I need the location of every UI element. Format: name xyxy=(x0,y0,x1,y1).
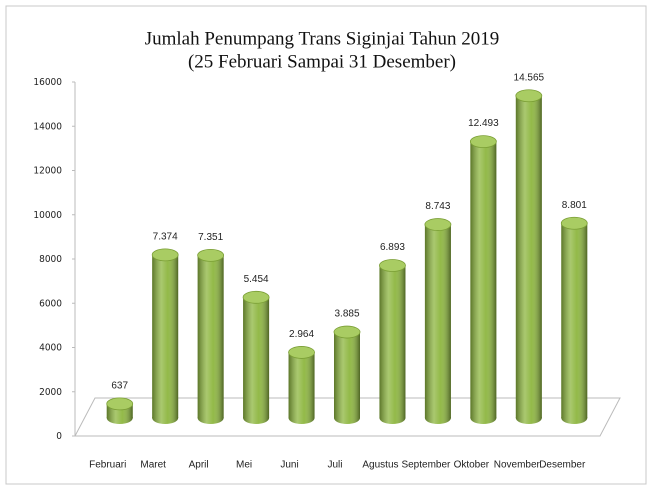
value-label: 7.374 xyxy=(153,231,178,242)
value-label: 5.454 xyxy=(244,274,269,285)
y-tick-label: 0 xyxy=(56,431,62,442)
value-label: 3.885 xyxy=(334,309,359,320)
x-tick-label: Agustus xyxy=(362,460,398,471)
bar-shade xyxy=(334,332,360,418)
x-tick-label: Juni xyxy=(280,460,298,471)
value-label: 637 xyxy=(111,381,128,392)
bar-shade xyxy=(379,265,406,418)
bar-shade xyxy=(152,254,179,418)
x-tick-label: Maret xyxy=(140,460,166,471)
bar-shade xyxy=(515,95,542,418)
x-tick-label: Juli xyxy=(327,460,342,471)
x-tick-label: Oktober xyxy=(454,460,490,471)
y-tick-label: 6000 xyxy=(39,298,62,309)
bar-shade xyxy=(470,141,497,418)
y-tick-label: 2000 xyxy=(39,387,62,398)
y-tick-label: 4000 xyxy=(39,343,62,354)
bar-top xyxy=(288,346,315,359)
bar-top xyxy=(106,397,134,411)
value-label: 6.893 xyxy=(380,242,405,253)
bar-top xyxy=(333,325,361,339)
bar-top xyxy=(560,216,588,230)
x-tick-label: September xyxy=(401,460,451,471)
bar-shade xyxy=(197,255,224,418)
bar-top xyxy=(515,89,543,103)
bar-top xyxy=(469,135,497,148)
value-label: 7.351 xyxy=(198,232,223,243)
x-tick-label: Februari xyxy=(89,460,126,471)
bar-top xyxy=(197,248,225,262)
x-tick-label: November xyxy=(494,460,541,471)
y-tick-label: 14000 xyxy=(33,121,62,132)
bar-top xyxy=(151,248,179,262)
chart-title: Jumlah Penumpang Trans Siginjai Tahun 20… xyxy=(145,28,500,49)
bar-top xyxy=(242,290,270,304)
y-tick-label: 12000 xyxy=(33,166,62,177)
value-label: 14.565 xyxy=(514,72,545,83)
bar-top xyxy=(424,218,452,231)
value-label: 8.743 xyxy=(425,201,450,212)
bar-top xyxy=(379,259,406,272)
chart-subtitle: (25 Februari Sampai 31 Desember) xyxy=(188,51,456,72)
value-label: 12.493 xyxy=(468,118,499,129)
x-tick-label: April xyxy=(189,460,209,471)
value-label: 2.964 xyxy=(289,329,314,340)
x-tick-label: Mei xyxy=(236,460,252,471)
bar-shade xyxy=(288,352,315,418)
y-tick-label: 8000 xyxy=(39,254,62,265)
value-label: 8.801 xyxy=(562,200,587,211)
y-tick-label: 16000 xyxy=(33,77,62,88)
bar-shade xyxy=(243,297,270,418)
y-tick-label: 10000 xyxy=(33,210,62,221)
bar-shade xyxy=(424,224,451,418)
x-tick-label: Desember xyxy=(539,460,586,471)
bar-shade xyxy=(561,223,588,418)
